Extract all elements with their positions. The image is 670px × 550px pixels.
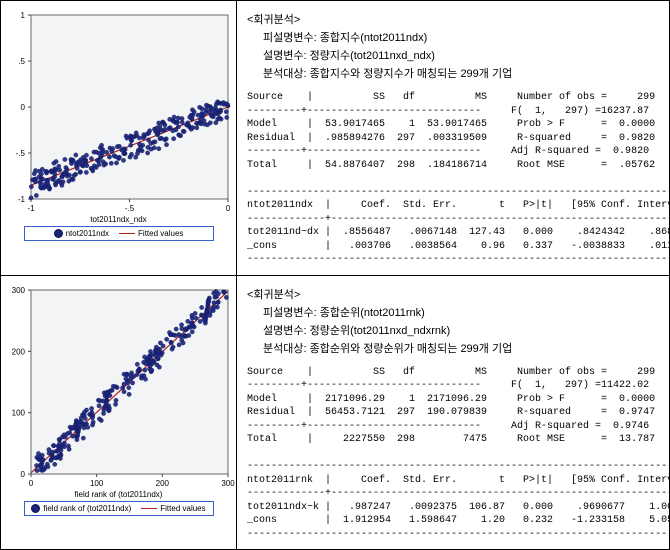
dep-var-line: 피설명변수: 종합지수(ntot2011ndx) <box>263 29 670 45</box>
legend-fitted: Fitted values <box>138 229 183 238</box>
regression-output: Source | SS df MS Number of obs = 299 --… <box>247 91 670 267</box>
svg-text:-1: -1 <box>18 195 26 204</box>
row-1: -1-.50.51-1-.50tot2011ndx_ndx ntot2011nd… <box>1 1 669 276</box>
row-2: 0 100 200 300 0 100 200 300 field rank of (tot20… <box>1 276 669 550</box>
ind-var-line: 설명변수: 정량순위(tot2011nxd_ndxrnk) <box>263 322 670 338</box>
chart-legend: field rank of (tot2011ndx) Fitted values <box>24 501 214 516</box>
scatter-chart-2: 0 100 200 300 0 100 200 300 field rank of (tot20… <box>1 276 237 550</box>
regression-stats-1: <회귀분석> 피설명변수: 종합지수(ntot2011ndx) 설명변수: 정량지수… <box>237 1 670 275</box>
svg-text:300: 300 <box>12 286 26 295</box>
legend-fitted: Fitted values <box>160 504 205 513</box>
ind-var-line: 설명변수: 정량지수(tot2011nxd_ndx) <box>263 47 670 63</box>
svg-text:200: 200 <box>156 479 170 488</box>
legend-series: ntot2011ndx <box>66 229 109 238</box>
sample-line: 분석대상: 종합지수와 정량지수가 매칭되는 299개 기업 <box>263 65 670 81</box>
analysis-heading: <회귀분석> <box>247 11 670 27</box>
regression-output: Source | SS df MS Number of obs = 299 --… <box>247 366 670 542</box>
legend-series: field rank of (tot2011ndx) <box>43 504 131 513</box>
svg-text:0: 0 <box>21 470 26 479</box>
report-table: -1-.50.51-1-.50tot2011ndx_ndx ntot2011nd… <box>0 0 670 550</box>
svg-text:-1: -1 <box>27 204 35 213</box>
svg-text:300: 300 <box>221 479 235 488</box>
svg-text:1: 1 <box>21 11 26 20</box>
svg-text:0: 0 <box>21 103 26 112</box>
svg-text:.5: .5 <box>18 57 25 66</box>
svg-text:-.5: -.5 <box>16 149 26 158</box>
svg-text:0: 0 <box>226 204 231 213</box>
svg-text:100: 100 <box>12 408 26 417</box>
svg-text:100: 100 <box>90 479 104 488</box>
chart-legend: ntot2011ndx Fitted values <box>24 226 214 241</box>
svg-text:0: 0 <box>29 479 34 488</box>
sample-line: 분석대상: 종합순위와 정량순위가 매칭되는 299개 기업 <box>263 340 670 356</box>
dep-var-line: 피설명변수: 종합순위(ntot2011rnk) <box>263 304 670 320</box>
svg-text:-.5: -.5 <box>125 204 135 213</box>
scatter-chart-1: -1-.50.51-1-.50tot2011ndx_ndx ntot2011nd… <box>1 1 237 275</box>
svg-text:200: 200 <box>12 347 26 356</box>
regression-stats-2: <회귀분석> 피설명변수: 종합순위(ntot2011rnk) 설명변수: 정량순위… <box>237 276 670 550</box>
analysis-heading: <회귀분석> <box>247 286 670 302</box>
